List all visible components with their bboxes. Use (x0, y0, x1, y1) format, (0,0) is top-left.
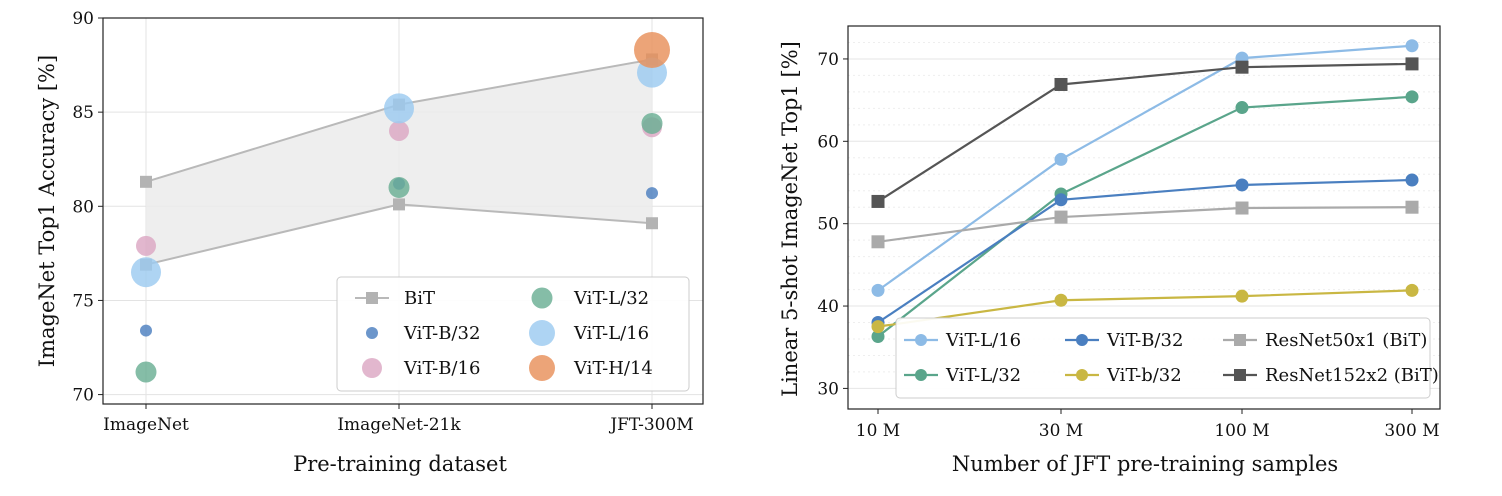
right-x-tick-label: 100 M (1214, 421, 1269, 441)
right-y-tick-label: 40 (817, 297, 839, 317)
legend-handle-bit-square (366, 292, 378, 304)
right-ticks: 30 40 50 60 70 10 M 30 M 100 M 300 M (817, 50, 1439, 441)
left-plot-frame (102, 17, 704, 405)
legend-handle-vit-l-32 (531, 287, 553, 309)
left-point-vit-l-16 (131, 257, 161, 288)
point-vit-l-32 (1405, 90, 1419, 104)
left-chart: 70 75 80 85 90 ImageNet ImageNet-21k JFT-300M P… (35, 9, 704, 476)
left-ticks: 70 75 80 85 90 ImageNet ImageNet-21k JFT-300M (72, 9, 693, 435)
legend-handle-marker-vit-l-16 (915, 334, 927, 346)
point-vit-b-32 (1405, 173, 1419, 187)
point-resnet50x1-bit (1054, 210, 1068, 224)
right-y-tick-label: 70 (817, 50, 839, 70)
right-chart: 30 40 50 60 70 10 M 30 M 100 M 300 M Number of J… (778, 25, 1441, 476)
right-legend-label: ViT-L/32 (945, 365, 1021, 386)
left-x-axis-label: Pre-training dataset (293, 452, 507, 476)
point-vit-l-32 (1235, 101, 1249, 115)
legend-handle-marker-vit-l-32 (915, 369, 927, 381)
point-vit-b-32 (1235, 178, 1249, 192)
left-y-tick-label: 85 (72, 103, 94, 123)
left-point-vit-l-32 (135, 361, 157, 383)
bit-square-marker (646, 217, 658, 230)
point-resnet50x1-bit (871, 235, 885, 249)
left-y-tick-label: 80 (72, 197, 94, 217)
point-vit-l-16 (1405, 39, 1419, 53)
legend-handle-marker-resnet152x2-bit (1234, 369, 1246, 381)
legend-handle-marker-resnet50x1-bit (1234, 334, 1246, 346)
right-legend-label: ResNet50x1 (BiT) (1265, 330, 1427, 351)
left-point-vit-b-16 (389, 120, 409, 141)
legend-handle-marker-vit-b-32 (1076, 369, 1088, 381)
point-resnet152x2-bit (1054, 77, 1068, 91)
series-line-vit-b-32 (877, 289, 1413, 328)
right-legend-label: ViT-B/32 (1106, 330, 1183, 351)
left-y-tick-label: 75 (72, 291, 94, 311)
right-y-tick-label: 50 (817, 215, 839, 235)
right-y-tick-label: 30 (817, 379, 839, 399)
left-x-tick-label: JFT-300M (608, 415, 693, 435)
legend-handle-marker-vit-b-32 (1076, 334, 1088, 346)
left-legend-label: ViT-L/32 (573, 288, 649, 309)
point-vit-b-32 (871, 320, 885, 334)
right-x-tick-label: 10 M (856, 421, 900, 441)
point-resnet50x1-bit (1235, 201, 1249, 215)
left-point-vit-l-32 (641, 112, 663, 134)
left-point-vit-b-32 (140, 324, 152, 337)
left-point-vit-b-32 (646, 187, 658, 200)
left-point-vit-h-14 (634, 32, 670, 69)
right-legend-label: ViT-b/32 (1106, 365, 1182, 386)
left-point-vit-l-32 (388, 176, 410, 198)
left-point-vit-l-16 (384, 93, 414, 124)
left-legend: BiT ViT-B/32 ViT-B/16 ViT-L/32 ViT-L/16 ViT-H… (336, 276, 690, 392)
left-y-tick-label: 90 (72, 9, 94, 29)
left-legend-label: ViT-H/14 (573, 358, 653, 379)
point-resnet152x2-bit (1405, 57, 1419, 71)
bit-square-marker (393, 198, 405, 211)
left-marks (131, 32, 670, 383)
point-resnet50x1-bit (1405, 200, 1419, 214)
right-x-tick-label: 300 M (1384, 421, 1439, 441)
left-y-tick-label: 70 (72, 386, 94, 406)
left-legend-label: BiT (404, 288, 435, 309)
series-line-vit-l-16 (877, 44, 1413, 292)
left-legend-box (336, 276, 690, 392)
legend-handle-vit-l-16 (529, 320, 555, 346)
legend-handle-vit-h-14 (529, 355, 555, 381)
point-vit-l-32 (871, 330, 885, 344)
point-vit-b-32 (1235, 289, 1249, 303)
bit-square-marker (140, 175, 152, 188)
left-y-axis-label: ImageNet Top1 Accuracy [%] (35, 55, 59, 367)
legend-handle-vit-b-16 (362, 358, 382, 378)
legend-handle-vit-b-32 (366, 327, 378, 339)
series-line-resnet50x1-bit (877, 206, 1413, 243)
left-x-tick-label: ImageNet (103, 415, 189, 435)
right-marks (871, 39, 1419, 344)
point-vit-b-32 (1054, 293, 1068, 307)
right-legend-label: ViT-L/16 (945, 330, 1021, 351)
left-legend-label: ViT-B/16 (403, 358, 480, 379)
left-legend-label: ViT-L/16 (573, 323, 649, 344)
point-resnet152x2-bit (1235, 60, 1249, 74)
right-legend: ViT-L/16 ViT-L/32 ViT-B/32 ViT-b/32 ResNet50… (895, 317, 1439, 399)
right-legend-label: ResNet152x2 (BiT) (1265, 365, 1439, 386)
point-resnet152x2-bit (871, 194, 885, 208)
series-line-vit-b-32 (877, 178, 1413, 324)
right-y-axis-label: Linear 5-shot ImageNet Top1 [%] (778, 41, 802, 397)
left-legend-label: ViT-B/32 (403, 323, 480, 344)
series-line-resnet152x2-bit (877, 62, 1413, 203)
right-plot-frame (847, 25, 1441, 410)
point-vit-l-16 (1054, 152, 1068, 166)
point-vit-b-32 (1054, 193, 1068, 207)
point-vit-b-32 (1405, 283, 1419, 297)
point-vit-l-16 (871, 283, 885, 297)
right-legend-box (895, 317, 1431, 399)
left-point-vit-b-16 (136, 235, 156, 256)
right-x-axis-label: Number of JFT pre-training samples (952, 452, 1338, 476)
series-line-vit-l-32 (877, 95, 1413, 338)
right-y-tick-label: 60 (817, 132, 839, 152)
right-x-tick-label: 30 M (1039, 421, 1083, 441)
left-x-tick-label: ImageNet-21k (337, 415, 461, 435)
